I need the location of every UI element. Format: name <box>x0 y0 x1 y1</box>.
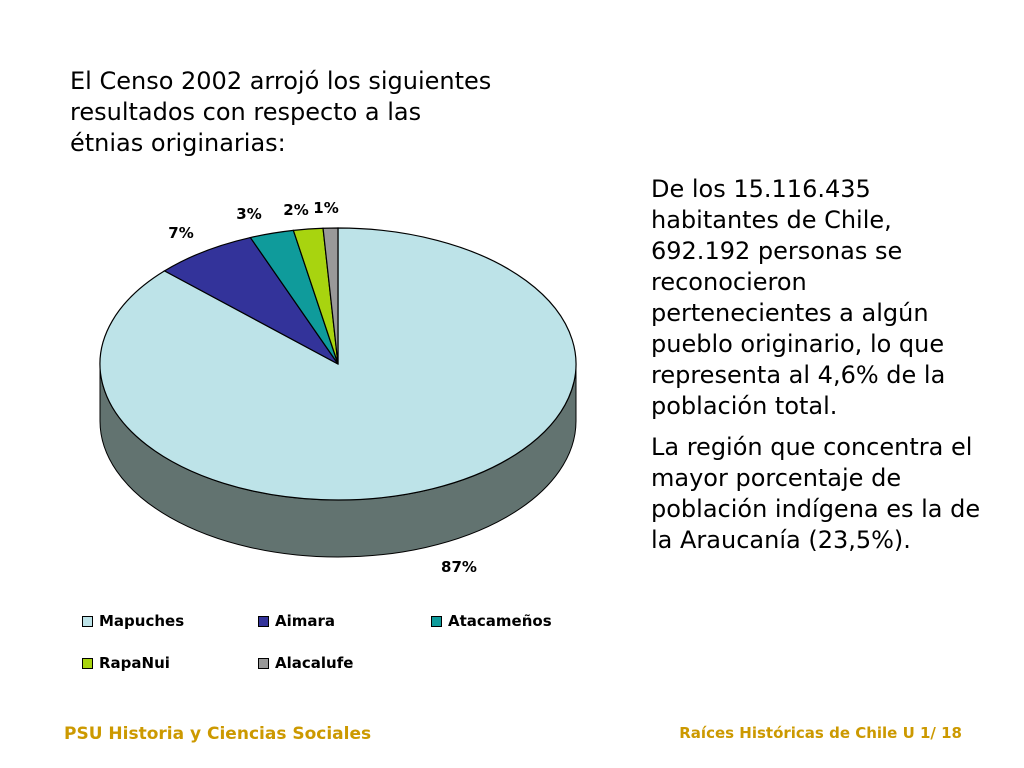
legend-item-aimara: Aimara <box>258 612 335 630</box>
pie-label-alacalufe: 1% <box>313 199 338 217</box>
legend-item-alacalufe: Alacalufe <box>258 654 353 672</box>
legend-swatch <box>431 615 442 627</box>
legend-swatch <box>82 615 93 627</box>
legend-label: Atacameños <box>448 612 552 630</box>
legend-label: Mapuches <box>99 612 185 630</box>
legend-item-rapanui: RapaNui <box>82 654 170 672</box>
paragraph-region: La región que concentra el mayor porcent… <box>651 433 981 554</box>
legend-item-atacameños: Atacameños <box>431 612 552 630</box>
pie-label-rapanui: 2% <box>283 201 308 219</box>
pie-slice-aimara <box>163 236 339 365</box>
paragraph-population: De los 15.116.435 habitantes de Chile, 6… <box>651 175 946 420</box>
pie-label-atacameños: 3% <box>236 205 261 223</box>
side-text: De los 15.116.435 habitantes de Chile, 6… <box>651 174 991 566</box>
pie-slice-alacalufe <box>322 227 339 365</box>
legend-swatch <box>82 657 93 669</box>
pie-slice-mapuches <box>99 227 577 501</box>
legend-label: Alacalufe <box>275 654 354 672</box>
intro-text: El Censo 2002 arrojó los siguientes resu… <box>70 67 492 157</box>
footer-course: PSU Historia y Ciencias Sociales <box>64 724 372 744</box>
footer-unit: Raíces Históricas de Chile U 1/ 18 <box>679 724 962 742</box>
legend-swatch <box>258 657 269 669</box>
pie-label-aimara: 7% <box>168 224 193 242</box>
legend-label: Aimara <box>275 612 336 630</box>
pie-label-mapuches: 87% <box>441 558 477 576</box>
chart-legend: Mapuches Aimara Atacameños RapaNui Alacalufe <box>82 612 602 684</box>
legend-swatch <box>258 615 269 627</box>
legend-item-mapuches: Mapuches <box>82 612 184 630</box>
legend-label: RapaNui <box>99 654 170 672</box>
